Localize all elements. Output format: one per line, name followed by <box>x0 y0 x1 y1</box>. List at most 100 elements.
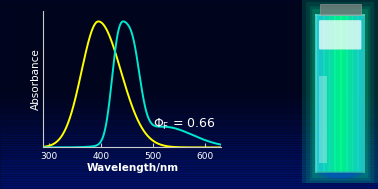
Bar <box>0 163 378 165</box>
Bar <box>0 156 378 158</box>
Bar <box>0 92 378 94</box>
FancyBboxPatch shape <box>306 2 374 185</box>
Bar <box>0 140 378 142</box>
Bar <box>357 15 359 172</box>
Bar <box>352 15 354 172</box>
Bar <box>345 15 347 172</box>
Bar <box>0 90 378 92</box>
Ellipse shape <box>322 170 358 179</box>
Bar <box>0 184 378 186</box>
Ellipse shape <box>325 170 355 179</box>
X-axis label: Wavelength/nm: Wavelength/nm <box>86 163 178 173</box>
Bar <box>329 15 331 172</box>
Bar <box>0 130 378 132</box>
Bar <box>340 15 342 172</box>
Ellipse shape <box>321 170 359 179</box>
Bar <box>341 15 343 172</box>
Bar <box>0 161 378 163</box>
Bar <box>363 15 365 172</box>
Bar <box>0 125 378 127</box>
Bar <box>0 85 378 87</box>
Bar <box>0 142 378 144</box>
Bar <box>0 180 378 182</box>
Bar <box>0 97 378 99</box>
Bar <box>0 115 378 116</box>
FancyBboxPatch shape <box>302 0 378 189</box>
Bar <box>0 116 378 118</box>
Bar <box>335 15 337 172</box>
Bar <box>350 15 352 172</box>
Bar <box>0 165 378 167</box>
Bar <box>342 15 344 172</box>
Bar <box>0 149 378 151</box>
Text: $\Phi_\mathrm{F}$ = 0.66: $\Phi_\mathrm{F}$ = 0.66 <box>153 117 216 132</box>
Bar <box>0 120 378 121</box>
Bar <box>355 15 356 172</box>
Bar <box>0 104 378 106</box>
Bar <box>0 122 378 123</box>
Bar <box>0 87 378 88</box>
Bar <box>361 15 363 172</box>
Bar <box>356 15 358 172</box>
Bar <box>0 167 378 168</box>
Bar <box>0 168 378 170</box>
Bar <box>0 108 378 109</box>
Bar <box>0 132 378 134</box>
Bar <box>0 94 378 95</box>
Bar <box>334 15 336 172</box>
Bar <box>0 186 378 187</box>
Bar <box>0 88 378 90</box>
Bar <box>319 76 327 163</box>
Bar <box>326 15 327 172</box>
Bar <box>362 15 364 172</box>
FancyBboxPatch shape <box>310 6 370 180</box>
Bar <box>327 15 328 172</box>
Bar <box>320 4 361 15</box>
Bar <box>0 179 378 180</box>
Bar <box>0 146 378 147</box>
Bar <box>0 118 378 120</box>
Bar <box>0 134 378 135</box>
Bar <box>0 182 378 184</box>
Ellipse shape <box>327 170 353 179</box>
Bar <box>0 137 378 139</box>
Bar <box>358 15 360 172</box>
Bar <box>0 127 378 128</box>
Bar <box>316 15 318 172</box>
Bar <box>332 15 333 172</box>
Bar <box>346 15 348 172</box>
Bar <box>0 123 378 125</box>
Bar <box>0 106 378 108</box>
Bar <box>349 15 350 172</box>
Y-axis label: Absorbance: Absorbance <box>31 49 41 110</box>
Bar <box>0 111 378 113</box>
Bar <box>0 102 378 104</box>
Bar <box>0 144 378 146</box>
Bar <box>339 15 341 172</box>
Bar <box>0 109 378 111</box>
FancyBboxPatch shape <box>296 0 378 189</box>
FancyBboxPatch shape <box>319 20 361 50</box>
Bar <box>0 113 378 115</box>
Bar <box>0 174 378 175</box>
FancyBboxPatch shape <box>312 9 368 178</box>
Bar <box>317 15 319 172</box>
Bar <box>0 172 378 174</box>
Bar <box>336 15 338 172</box>
Bar <box>330 15 332 172</box>
Bar <box>359 15 361 172</box>
Bar <box>353 15 355 172</box>
Bar <box>0 135 378 137</box>
Bar <box>333 15 335 172</box>
Bar <box>321 15 322 172</box>
Bar <box>0 128 378 130</box>
Bar <box>0 153 378 154</box>
Bar <box>322 15 324 172</box>
Bar <box>323 15 325 172</box>
Bar <box>338 15 339 172</box>
Bar <box>347 15 349 172</box>
Ellipse shape <box>324 170 356 179</box>
Bar <box>0 139 378 140</box>
Bar <box>0 177 378 179</box>
Bar <box>351 15 353 172</box>
